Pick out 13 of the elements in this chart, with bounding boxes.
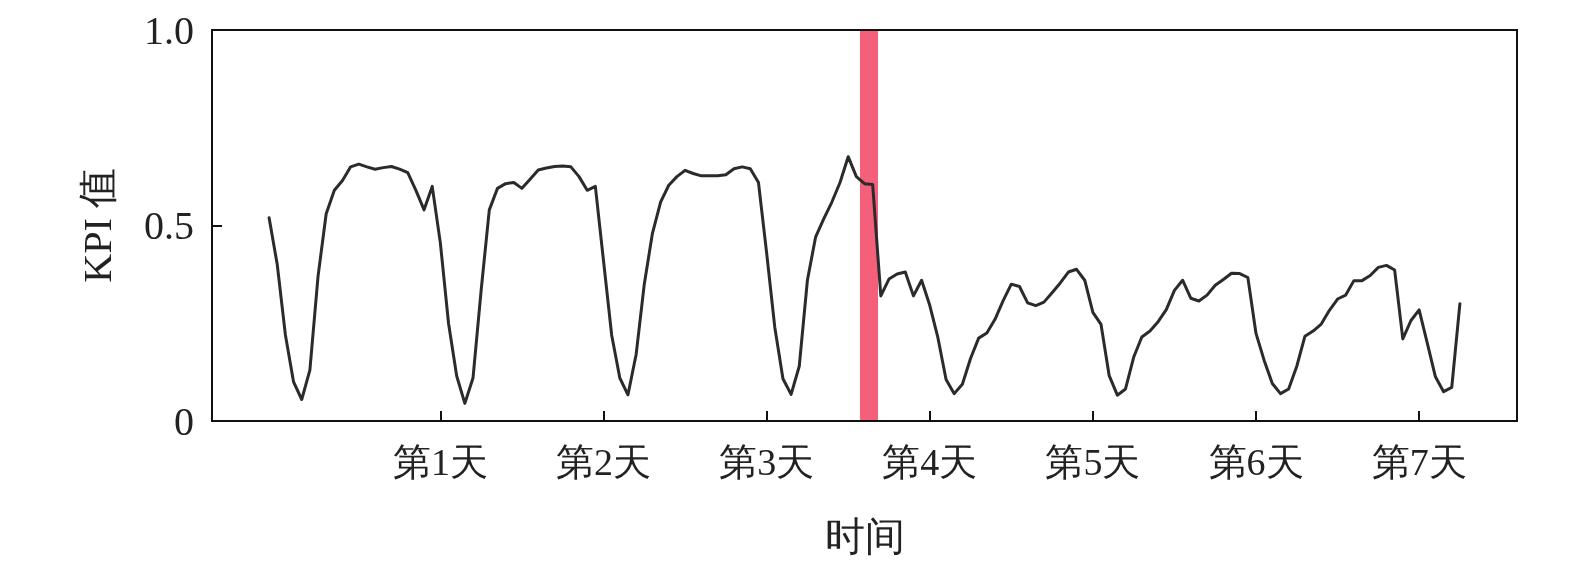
x-tick-label: 第6天 xyxy=(1208,441,1304,483)
x-tick-label: 第3天 xyxy=(719,441,815,483)
y-tick-label: 0.5 xyxy=(144,203,194,248)
x-tick-label: 第7天 xyxy=(1371,441,1467,483)
line-series xyxy=(267,155,1462,405)
y-tick-label: 0 xyxy=(174,398,194,444)
x-tick-label: 第5天 xyxy=(1045,441,1141,483)
y-axis-title: KPI 值 xyxy=(74,168,120,283)
x-axis-title: 时间 xyxy=(824,513,905,559)
x-tick-label: 第1天 xyxy=(392,441,488,483)
x-tick-label: 第4天 xyxy=(882,441,978,483)
x-tick-label: 第2天 xyxy=(556,441,651,483)
y-tick-label: 1.0 xyxy=(144,7,194,53)
